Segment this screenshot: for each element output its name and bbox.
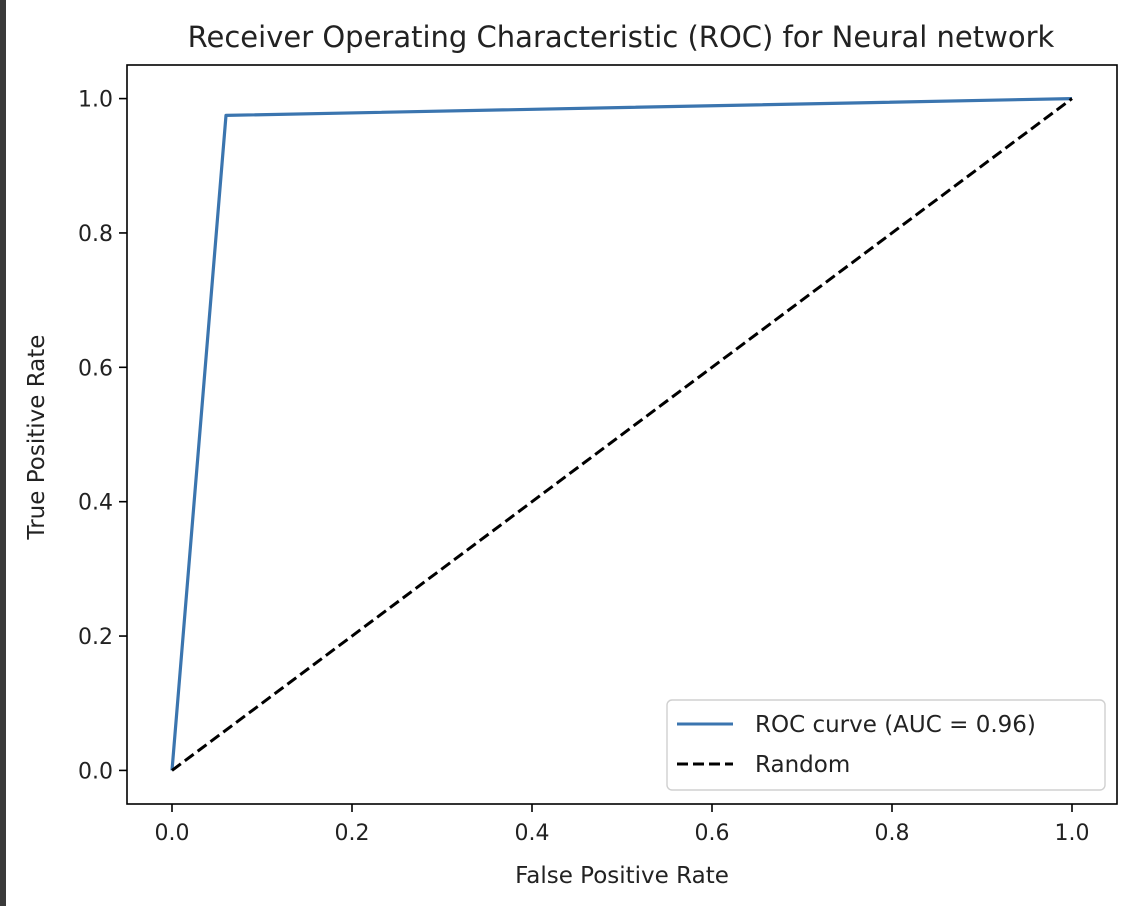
legend-entry-label: Random [755, 752, 850, 778]
legend-box [666, 699, 1106, 791]
chart-title: Receiver Operating Characteristic (ROC) … [188, 20, 1055, 54]
y-tick-label: 0.0 [78, 759, 113, 784]
y-tick-label: 0.8 [78, 222, 113, 247]
plot-area: 0.0 0.2 0.4 0.6 0.8 1.0 0.0 0.2 0.4 0.6 0.8 1.0 [78, 64, 1118, 846]
window-edge [0, 0, 6, 906]
random-baseline-line [171, 97, 1073, 772]
x-axis-label: False Positive Rate [515, 863, 729, 889]
y-tick-label: 0.6 [78, 356, 113, 381]
axes-frame [126, 64, 1118, 805]
roc-curve-line [170, 97, 1073, 771]
x-tick-label: 0.8 [875, 821, 910, 846]
x-tick-label: 0.2 [335, 821, 370, 846]
y-tick-label: 0.2 [78, 625, 113, 650]
x-tick-label: 0.0 [155, 821, 190, 846]
x-tick-label: 0.6 [695, 821, 730, 846]
x-tick-label: 0.4 [515, 821, 550, 846]
x-tick-label: 1.0 [1055, 821, 1090, 846]
y-tick-label: 1.0 [78, 88, 113, 113]
legend: ROC curve (AUC = 0.96) Random [666, 699, 1106, 791]
legend-entry-label: ROC curve (AUC = 0.96) [755, 712, 1036, 738]
y-axis-label: True Positive Rate [24, 335, 50, 541]
y-tick-label: 0.4 [78, 491, 113, 516]
